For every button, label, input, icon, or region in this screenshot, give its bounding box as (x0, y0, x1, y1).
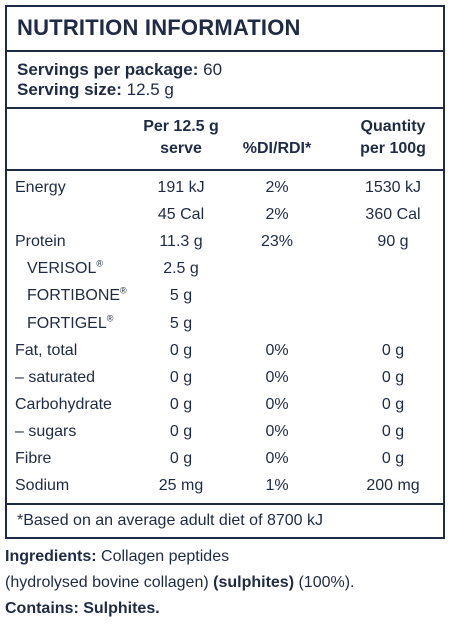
row-label: Fibre (15, 450, 52, 467)
row-per-serve: 0 g (169, 422, 193, 440)
contains-text: Contains: Sulphites. (5, 600, 160, 617)
footnote: *Based on an average adult diet of 8700 … (17, 512, 323, 529)
divider (7, 107, 443, 109)
row-per-100g: 0 g (381, 422, 405, 440)
serving-size: Serving size: 12.5 g (17, 80, 174, 100)
servings-per-package: Servings per package: 60 (17, 60, 222, 80)
row-label: FORTIBONE® (27, 286, 127, 305)
servings-label: Servings per package: (17, 60, 199, 79)
row-rdi: 23% (260, 233, 294, 251)
serving-size-value: 12.5 g (126, 80, 174, 99)
row-rdi: 0% (265, 422, 289, 440)
row-per-100g: 0 g (381, 368, 405, 386)
row-per-serve: 191 kJ (157, 179, 205, 196)
servings-value: 60 (203, 60, 223, 79)
serving-size-label: Serving size: (17, 80, 122, 99)
row-per-serve: 2.5 g (163, 260, 199, 278)
row-per-100g: 0 g (381, 341, 405, 359)
row-label: Sodium (15, 477, 70, 495)
row-per-100g: 200 mg (366, 477, 420, 495)
ingredients-percent: (100%). (294, 574, 355, 591)
row-rdi: 0% (265, 450, 289, 467)
row-rdi: 0% (265, 368, 289, 386)
row-label: FORTIGEL® (27, 313, 114, 332)
ingredients-line1: Ingredients: Collagen peptides (5, 546, 229, 568)
row-per-100g: 90 g (377, 233, 409, 251)
row-label: VERISOL® (27, 258, 103, 278)
row-label: – saturated (15, 368, 96, 386)
contains-statement: Contains: Sulphites. (5, 598, 160, 620)
header-per-serve-line1: Per 12.5 g (143, 118, 219, 135)
row-per-serve: 0 g (169, 395, 193, 413)
row-label: Fat, total (15, 341, 78, 359)
ingredients-label: Ingredients: (5, 548, 97, 565)
row-rdi: 1% (265, 477, 289, 495)
row-per-serve: 5 g (169, 314, 193, 332)
row-label: – sugars (15, 422, 77, 440)
registered-mark: ® (106, 313, 114, 324)
row-label: Protein (15, 233, 66, 251)
row-per-serve: 25 mg (158, 477, 204, 495)
header-rdi: %DI/RDI* (242, 140, 312, 157)
row-per-serve: 0 g (169, 341, 193, 359)
header-per100-line1: Quantity (360, 118, 426, 135)
row-per-serve: 5 g (169, 287, 193, 305)
row-label: Carbohydrate (15, 395, 112, 413)
row-rdi: 0% (265, 395, 289, 413)
ingredients-text: Collagen peptides (96, 548, 230, 565)
row-per-100g: 0 g (381, 395, 405, 413)
panel-title: NUTRITION INFORMATION (17, 15, 301, 40)
row-per-100g: 360 Cal (365, 206, 421, 224)
header-per-serve-line2: serve (160, 140, 202, 157)
header-per-100g: Quantity per 100g (343, 116, 443, 160)
row-per-serve: 45 Cal (157, 206, 205, 224)
divider (7, 503, 443, 505)
row-per-serve: 11.3 g (159, 233, 203, 251)
allergen-sulphites: (sulphites) (213, 574, 295, 591)
nutrition-panel: NUTRITION INFORMATION Servings per packa… (5, 5, 445, 539)
ingredients-line2: (hydrolysed bovine collagen) (sulphites)… (5, 572, 354, 594)
row-per-100g: 0 g (381, 450, 405, 467)
row-per-100g: 1530 kJ (364, 179, 422, 196)
row-rdi: 2% (265, 206, 289, 224)
divider (7, 169, 443, 171)
row-per-serve: 0 g (169, 368, 193, 386)
registered-mark: ® (120, 286, 127, 297)
divider (7, 50, 443, 52)
ingredients-text-2: (hydrolysed bovine collagen) (5, 574, 214, 591)
row-rdi: 2% (265, 179, 289, 196)
row-rdi: 0% (265, 341, 289, 359)
header-per-serve: Per 12.5 g serve (131, 116, 231, 160)
registered-mark: ® (96, 258, 103, 269)
row-per-serve: 0 g (169, 450, 193, 467)
header-per100-line2: per 100g (360, 140, 426, 157)
row-label: Energy (15, 179, 66, 196)
